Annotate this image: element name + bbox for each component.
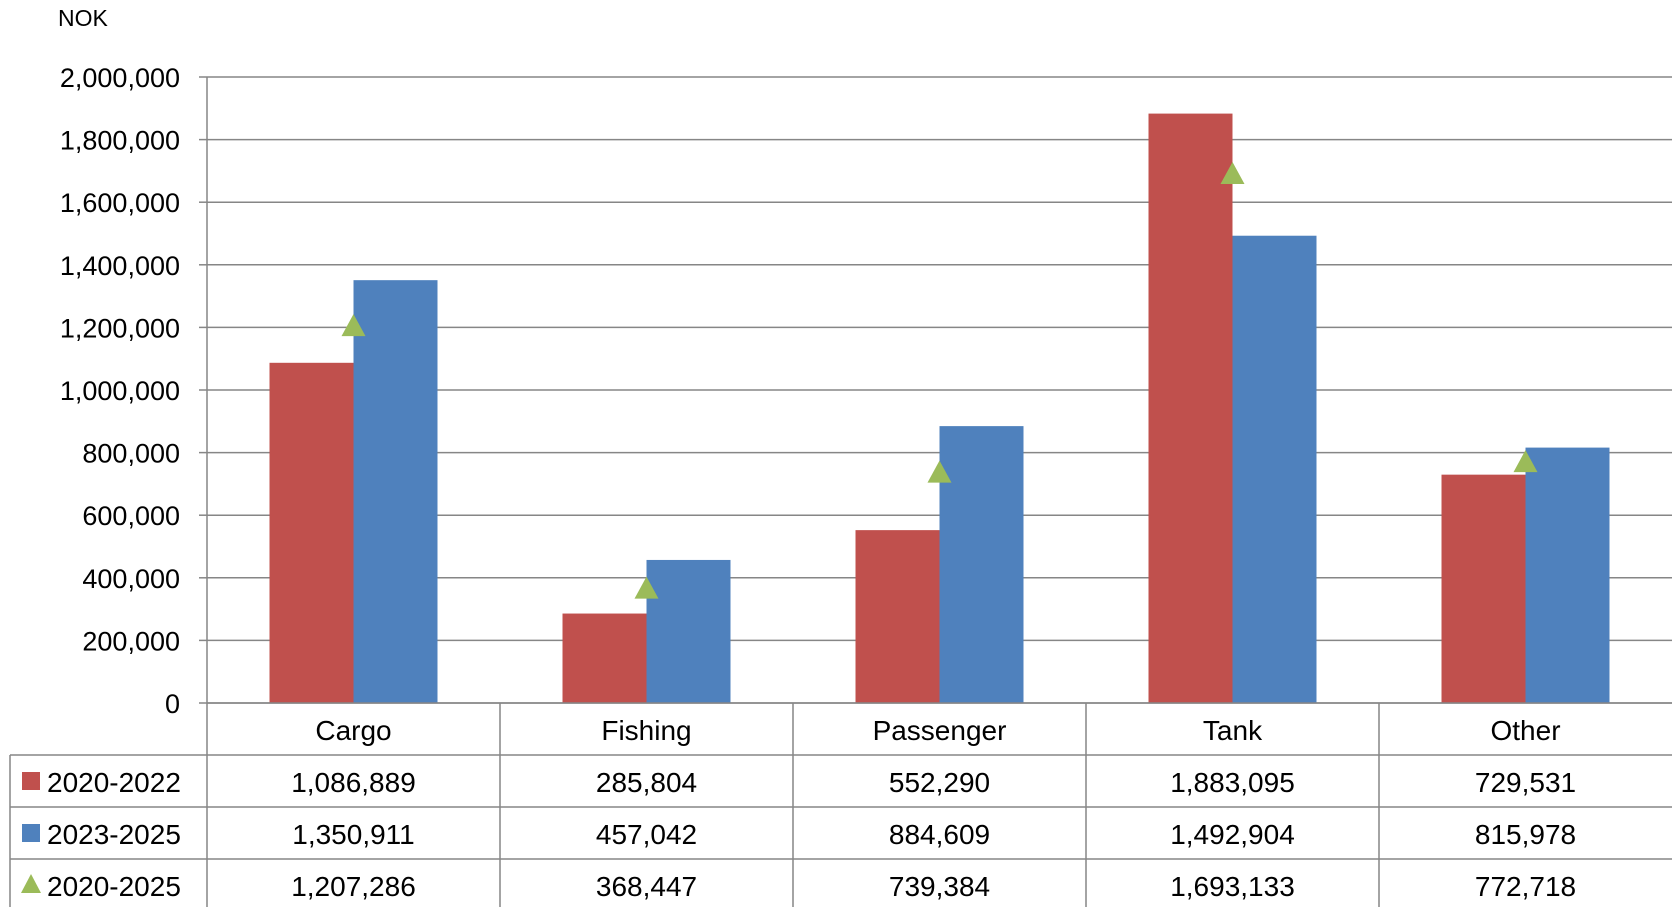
table-value: 739,384 [889, 871, 990, 902]
y-tick-label: 1,800,000 [60, 126, 180, 156]
triangle-marker-passenger [927, 460, 952, 483]
y-tick-label: 600,000 [82, 501, 180, 531]
table-value: 552,290 [889, 767, 990, 798]
table-value: 285,804 [596, 767, 697, 798]
triangle-marker-fishing [634, 576, 659, 599]
y-axis-unit-label: NOK [58, 5, 109, 31]
category-label: Other [1490, 715, 1560, 746]
table-value: 729,531 [1475, 767, 1576, 798]
triangle-marker-cargo [341, 314, 366, 337]
table-value: 368,447 [596, 871, 697, 902]
table-value: 1,086,889 [291, 767, 416, 798]
table-value: 884,609 [889, 819, 990, 850]
bar-2023-2025-passenger [939, 426, 1024, 703]
data-table: Cargo Fishing Passenger Tank Other 2020-2022 1… [9, 702, 1672, 907]
table-value: 772,718 [1475, 871, 1576, 902]
y-axis: 0 200,000 400,000 600,000 800,000 1,000,000 1,… [60, 63, 208, 719]
y-tick-label: 800,000 [82, 439, 180, 469]
bar-2020-2022-fishing [562, 613, 647, 703]
bar-2020-2022-tank [1148, 113, 1233, 704]
table-value: 1,350,911 [292, 819, 415, 850]
bar-2023-2025-fishing [646, 559, 731, 703]
y-tick-label: 1,200,000 [60, 313, 180, 343]
bar-series [269, 113, 1610, 704]
triangle-marker-tank [1220, 162, 1245, 185]
y-tick-label: 2,000,000 [60, 63, 180, 93]
series-name: 2020-2022 [47, 767, 181, 798]
category-label: Cargo [315, 715, 391, 746]
y-tick-label: 200,000 [82, 626, 180, 656]
bar-2023-2025-other [1525, 447, 1610, 703]
y-tick-label: 1,600,000 [60, 188, 180, 218]
category-label: Passenger [873, 715, 1007, 746]
table-value: 457,042 [596, 819, 697, 850]
table-value: 1,492,904 [1170, 819, 1295, 850]
table-value: 1,207,286 [291, 871, 416, 902]
bar-2023-2025-tank [1232, 235, 1317, 703]
y-tick-label: 0 [165, 689, 180, 719]
legend-key-2020-2022 [22, 772, 40, 790]
marker-series [341, 162, 1538, 599]
category-label: Tank [1203, 715, 1263, 746]
y-tick-label: 400,000 [82, 564, 180, 594]
table-value: 1,883,095 [1170, 767, 1295, 798]
bar-2020-2022-other [1441, 474, 1526, 703]
bar-2020-2022-cargo [269, 362, 354, 703]
bar-2020-2022-passenger [855, 530, 940, 703]
table-value: 815,978 [1475, 819, 1576, 850]
y-tick-label: 1,400,000 [60, 251, 180, 281]
legend-key-2023-2025 [22, 824, 40, 842]
y-tick-label: 1,000,000 [60, 376, 180, 406]
series-name: 2023-2025 [47, 819, 181, 850]
triangle-marker-other [1513, 450, 1538, 473]
category-label: Fishing [601, 715, 691, 746]
bar-2023-2025-cargo [353, 280, 438, 703]
legend-key-2020-2025 [21, 874, 41, 893]
series-name: 2020-2025 [47, 871, 181, 902]
table-value: 1,693,133 [1170, 871, 1295, 902]
